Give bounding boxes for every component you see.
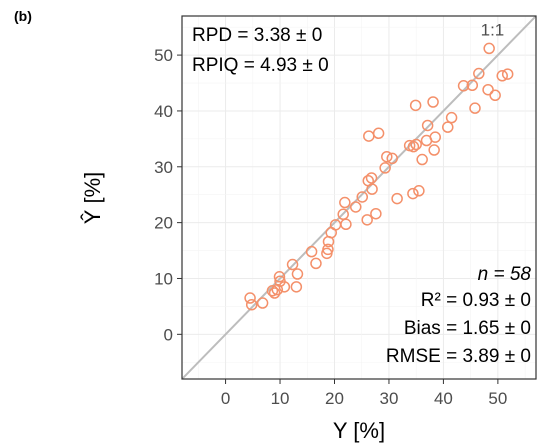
x-tick-label: 0 [221, 389, 230, 408]
data-point [365, 172, 378, 184]
data-point [366, 183, 378, 195]
bias-annotation: Bias = 1.65 ± 0 [404, 318, 531, 339]
y-tick-label: 10 [154, 269, 173, 288]
data-point [466, 79, 479, 91]
data-point [245, 298, 258, 311]
data-point [273, 271, 286, 283]
data-point [428, 144, 440, 156]
data-point [482, 83, 494, 96]
data-point [268, 287, 281, 299]
data-point [278, 281, 291, 293]
data-point [416, 153, 428, 166]
data-point [483, 42, 495, 55]
x-tick-label: 10 [271, 389, 290, 408]
data-point [469, 102, 481, 114]
data-point [379, 162, 391, 174]
data-point [286, 258, 299, 271]
x-axis-label: Y [%] [333, 418, 385, 443]
one-to-one-label: 1:1 [481, 21, 505, 40]
data-point [391, 192, 403, 205]
data-point [363, 130, 375, 142]
data-point [442, 121, 454, 133]
data-point [457, 80, 470, 92]
plot-border [181, 15, 537, 380]
data-point [310, 257, 322, 270]
data-point [322, 243, 334, 256]
data-point [445, 111, 458, 124]
axis-ticks: 0 10 20 30 40 50 0 10 20 30 40 50 [154, 46, 507, 408]
data-point [386, 152, 398, 165]
data-point [244, 292, 256, 304]
data-point [429, 131, 441, 143]
data-point [409, 99, 422, 112]
data-point [413, 185, 425, 197]
n-annotation: n = 58 [478, 264, 532, 285]
data-point [407, 187, 419, 200]
one-to-one-line [182, 16, 536, 379]
data-point [349, 201, 362, 213]
y-axis-label: Ŷ [%] [80, 172, 105, 225]
data-point [410, 138, 422, 151]
x-tick-label: 40 [434, 389, 453, 408]
rpiq-annotation: RPIQ = 4.93 ± 0 [192, 55, 329, 76]
y-tick-label: 30 [154, 158, 173, 177]
data-point [489, 89, 501, 102]
x-tick-label: 30 [379, 389, 398, 408]
data-point [381, 150, 393, 163]
data-point [305, 245, 318, 258]
data-point [291, 268, 304, 280]
grid [182, 16, 536, 379]
data-point [370, 207, 382, 220]
data-point [501, 68, 514, 80]
data-point [266, 285, 279, 297]
data-point [290, 281, 303, 293]
panel-label: (b) [14, 8, 32, 24]
data-point [340, 218, 352, 231]
x-tick-label: 50 [488, 389, 507, 408]
data-points [244, 42, 514, 311]
y-tick-label: 20 [154, 214, 173, 233]
data-point [256, 297, 269, 309]
y-tick-label: 0 [164, 325, 173, 344]
data-point [407, 140, 420, 153]
data-point [361, 214, 373, 226]
r2-annotation: R² = 0.93 ± 0 [421, 290, 531, 311]
x-tick-label: 20 [325, 389, 344, 408]
rmse-annotation: RMSE = 3.89 ± 0 [386, 346, 531, 367]
data-point [339, 196, 351, 209]
data-point [356, 191, 369, 203]
data-point [421, 119, 434, 132]
rpd-annotation: RPD = 3.38 ± 0 [192, 25, 322, 46]
data-point [427, 96, 439, 108]
y-tick-label: 40 [154, 102, 173, 121]
y-tick-label: 50 [154, 46, 173, 65]
data-point [473, 67, 485, 80]
data-point [496, 70, 508, 82]
data-point [372, 127, 385, 140]
